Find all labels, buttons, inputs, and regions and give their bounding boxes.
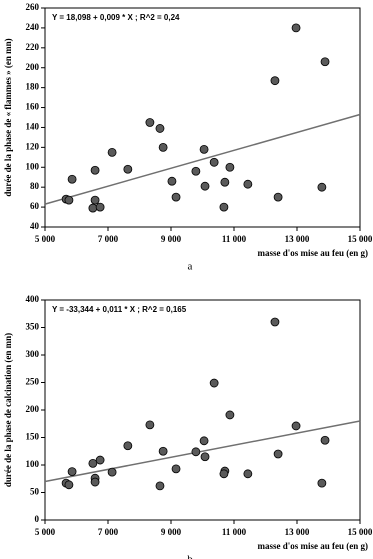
y-tick-label: 250 <box>26 377 40 387</box>
x-tick-label: 15 000 <box>348 527 373 537</box>
y-tick-label: 50 <box>30 487 40 497</box>
x-tick-label: 5 000 <box>35 234 56 244</box>
point <box>155 481 165 491</box>
point <box>107 467 117 477</box>
y-tick-label: 150 <box>26 432 40 442</box>
point <box>88 458 98 468</box>
point <box>95 455 105 465</box>
point <box>88 203 98 213</box>
point <box>320 57 330 67</box>
y-tick-label: 400 <box>26 294 40 304</box>
x-tick-label: 7 000 <box>98 527 119 537</box>
point <box>243 179 253 189</box>
point <box>90 165 100 175</box>
point <box>270 317 280 327</box>
point <box>155 124 165 133</box>
y-tick-label: 0 <box>35 514 40 524</box>
point <box>225 410 235 420</box>
x-tick-label: 9 000 <box>161 527 182 537</box>
point <box>167 176 177 186</box>
y-tick-label: 260 <box>26 2 40 12</box>
point <box>273 192 283 202</box>
x-tick-label: 13 000 <box>285 234 310 244</box>
y-tick-label: 240 <box>26 22 40 32</box>
point <box>158 142 168 152</box>
y-tick-label: 300 <box>26 349 40 359</box>
point <box>191 166 201 176</box>
point <box>123 441 133 451</box>
point <box>291 23 301 33</box>
y-tick-label: 40 <box>30 221 40 231</box>
point <box>67 174 77 184</box>
caption: b <box>187 554 193 559</box>
y-axis-label: durée de la phase de « flammes » (en mn) <box>3 38 13 196</box>
x-tick-label: 11 000 <box>222 527 247 537</box>
point <box>273 449 283 459</box>
point <box>209 157 219 167</box>
point <box>90 477 100 487</box>
point <box>171 192 181 202</box>
point <box>123 164 133 174</box>
point <box>219 202 229 212</box>
y-tick-label: 80 <box>30 181 40 191</box>
y-tick-label: 160 <box>26 102 40 112</box>
y-tick-label: 120 <box>26 141 40 151</box>
y-axis-label: durée de la phase de calcination (en mn) <box>3 333 13 487</box>
plot-frame <box>44 7 361 228</box>
x-tick-label: 5 000 <box>35 527 56 537</box>
point <box>158 446 168 456</box>
y-tick-label: 200 <box>26 404 40 414</box>
x-axis-label: masse d'os mise au feu (en g) <box>258 541 369 551</box>
x-axis-label: masse d'os mise au feu (en g) <box>258 248 369 258</box>
y-tick-label: 220 <box>26 42 40 52</box>
annotation: Y = 18,098 + 0,009 * X ; R^2 = 0,24 <box>52 13 180 22</box>
point <box>145 118 155 127</box>
point <box>320 435 330 445</box>
x-tick-label: 11 000 <box>222 234 247 244</box>
y-tick-label: 100 <box>26 459 40 469</box>
point <box>270 76 280 86</box>
annotation: Y = -33,344 + 0,011 * X ; R^2 = 0,165 <box>52 305 187 314</box>
point <box>317 182 327 192</box>
point <box>95 202 105 212</box>
x-tick-label: 7 000 <box>98 234 119 244</box>
trend-line <box>44 113 361 205</box>
x-tick-label: 9 000 <box>161 234 182 244</box>
trend-line <box>44 420 361 483</box>
point <box>67 467 77 477</box>
point <box>199 436 209 446</box>
point <box>317 478 327 488</box>
point <box>145 420 155 430</box>
point <box>225 162 235 172</box>
point <box>64 480 74 490</box>
point <box>200 452 210 462</box>
point <box>199 144 209 154</box>
y-tick-label: 140 <box>26 122 40 132</box>
point <box>219 469 229 479</box>
point <box>191 447 201 457</box>
y-tick-label: 60 <box>30 201 40 211</box>
y-tick-label: 100 <box>26 161 40 171</box>
x-tick-label: 15 000 <box>348 234 373 244</box>
x-tick-label: 13 000 <box>285 527 310 537</box>
point <box>200 181 210 191</box>
plot-frame <box>44 299 361 521</box>
point <box>90 195 100 205</box>
y-tick-label: 180 <box>26 82 40 92</box>
point <box>243 469 253 479</box>
point <box>171 464 181 474</box>
point <box>220 177 230 187</box>
point <box>64 195 74 205</box>
point <box>291 421 301 431</box>
point <box>107 147 117 157</box>
y-tick-label: 200 <box>26 62 40 72</box>
point <box>209 378 219 388</box>
y-tick-label: 350 <box>26 322 40 332</box>
caption: a <box>188 261 193 273</box>
